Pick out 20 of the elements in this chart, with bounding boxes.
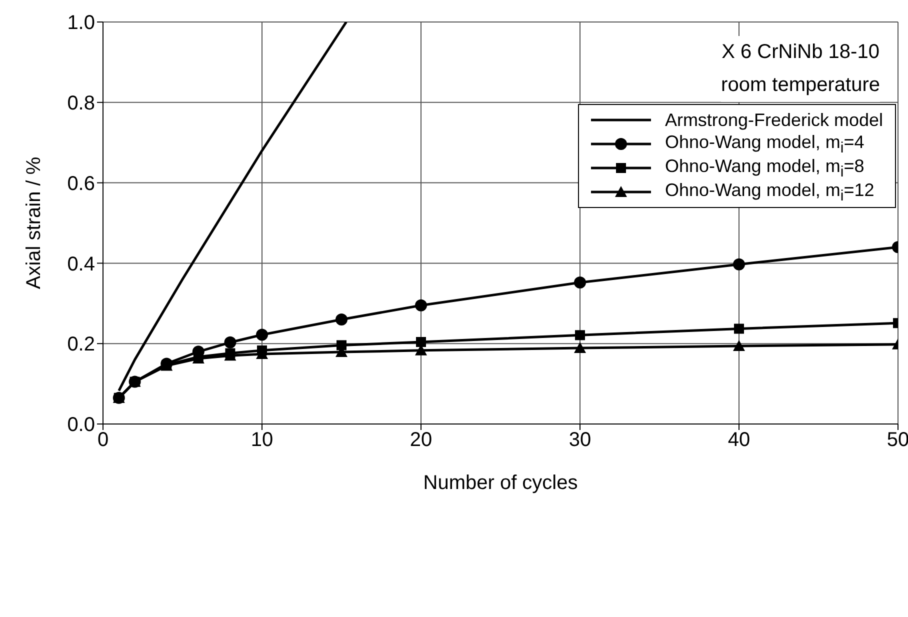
y-tick-label: 0.6 xyxy=(67,172,95,195)
x-tick-label: 20 xyxy=(410,429,432,452)
legend-label: Ohno-Wang model, m$_{i}$=8 xyxy=(664,156,864,180)
y-tick-label: 1.0 xyxy=(67,12,95,34)
legend-label: Armstrong-Frederick model xyxy=(664,110,883,130)
y-tick-label: 0.4 xyxy=(67,253,95,276)
legend-label: Ohno-Wang model, m$_{i}$=4 xyxy=(664,132,864,156)
x-tick-label: 30 xyxy=(568,429,592,452)
y-tick-label: 0.0 xyxy=(67,414,95,436)
x-axis-title: Number of cycles xyxy=(423,472,578,494)
y-axis-title: Axial strain / % xyxy=(23,156,46,290)
x-tick-label: 0 xyxy=(97,429,109,452)
legend-label: Ohno-Wang model, m$_{i}$=12 xyxy=(664,180,874,204)
y-tick-label: 0.8 xyxy=(67,92,95,114)
x-tick-label: 40 xyxy=(728,429,750,452)
x-tick-label: 50 xyxy=(886,429,908,452)
x-tick-label: 10 xyxy=(250,429,274,452)
annotation: room temperature xyxy=(721,73,880,98)
annotation: X 6 CrNiNb 18-10 xyxy=(721,40,880,65)
y-tick-label: 0.2 xyxy=(67,334,95,356)
